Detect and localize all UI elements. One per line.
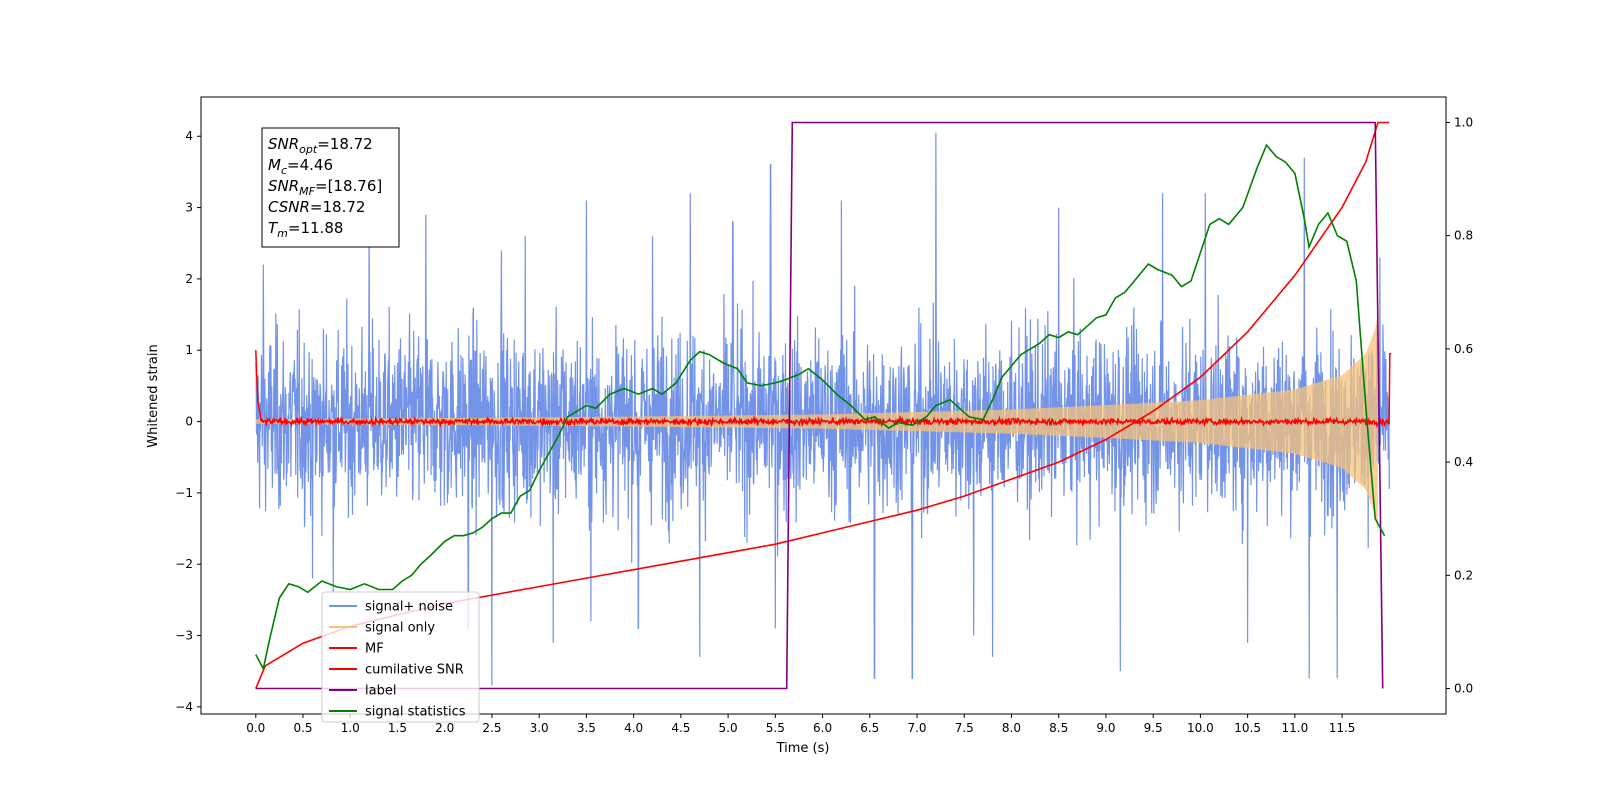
stats-annotation-box: SNRopt=18.72Mc=4.46SNRMF=[18.76]CSNR=18.… <box>261 127 400 248</box>
y-tick-label: −1 <box>175 486 193 500</box>
series-signal-statistics <box>255 143 1386 672</box>
legend-label: cumilative SNR <box>365 663 464 678</box>
x-tick-label: 6.0 <box>813 721 832 735</box>
x-axis: 0.0 0.5 1.0 1.5 2.0 2.5 3.0 3.5 4.0 4.5 5.0 5.5 6.0 6… <box>246 714 1355 735</box>
y-axis-right: 1.0 0.8 0.6 0.4 0.2 0.0 <box>1446 115 1473 696</box>
x-tick-label: 3.0 <box>530 721 549 735</box>
y2-tick-label: 0.0 <box>1454 682 1473 696</box>
series-mf <box>255 350 1392 429</box>
annotation-line: SNRopt=18.72 <box>268 135 373 156</box>
legend: signal+ noise signal only MF cumilative SNR… <box>321 591 480 723</box>
x-tick-label: 9.5 <box>1144 721 1163 735</box>
y-tick-label: 1 <box>185 343 193 357</box>
y2-tick-label: 0.6 <box>1454 342 1473 356</box>
y-tick-label: 2 <box>185 272 193 286</box>
x-tick-label: 1.5 <box>388 721 407 735</box>
x-tick-label: 2.0 <box>435 721 454 735</box>
y-tick-label: −2 <box>175 557 193 571</box>
legend-label: MF <box>365 642 384 657</box>
x-tick-label: 7.5 <box>955 721 974 735</box>
x-tick-label: 9.0 <box>1096 721 1115 735</box>
legend-label: signal only <box>365 621 435 636</box>
annotation-line: Tm=11.88 <box>268 219 343 240</box>
y2-tick-label: 0.4 <box>1454 455 1473 469</box>
x-tick-label: 11.0 <box>1282 721 1309 735</box>
axes-border <box>200 96 1447 715</box>
x-tick-label: 11.5 <box>1329 721 1356 735</box>
x-tick-label: 7.0 <box>907 721 926 735</box>
x-tick-label: 0.5 <box>293 721 312 735</box>
x-tick-label: 4.0 <box>624 721 643 735</box>
x-tick-label: 8.5 <box>1049 721 1068 735</box>
x-tick-label: 2.5 <box>482 721 501 735</box>
y-tick-label: 0 <box>185 415 193 429</box>
x-tick-label: 4.5 <box>671 721 690 735</box>
x-tick-label: 10.5 <box>1234 721 1261 735</box>
legend-frame <box>321 591 480 723</box>
y2-tick-label: 0.8 <box>1454 229 1473 243</box>
x-tick-label: 6.5 <box>860 721 879 735</box>
x-tick-label: 10.0 <box>1187 721 1214 735</box>
y-axis-label: Whitened strain <box>146 344 161 447</box>
y-tick-label: −3 <box>175 629 193 643</box>
x-tick-label: 8.0 <box>1002 721 1021 735</box>
y-axis-left: 4 3 2 1 0 −1 −2 −3 −4 <box>175 129 201 714</box>
y-tick-label: 3 <box>185 201 193 215</box>
x-tick-label: 5.5 <box>766 721 785 735</box>
axes-frame <box>200 96 1447 715</box>
legend-label: signal+ noise <box>365 600 453 615</box>
x-tick-label: 0.0 <box>246 721 265 735</box>
y2-tick-label: 1.0 <box>1454 115 1473 129</box>
y-tick-label: 4 <box>185 129 193 143</box>
annotation-frame <box>261 127 400 248</box>
legend-label: signal statistics <box>365 705 466 720</box>
x-axis-label: Time (s) <box>776 741 830 756</box>
x-tick-label: 3.5 <box>577 721 596 735</box>
legend-label: label <box>365 684 396 699</box>
annotation-line: CSNR=18.72 <box>268 198 365 216</box>
x-tick-label: 1.0 <box>341 721 360 735</box>
y-tick-label: −4 <box>175 700 193 714</box>
series-label <box>255 121 1384 690</box>
annotation-line: Mc=4.46 <box>268 156 333 177</box>
y2-tick-label: 0.2 <box>1454 568 1473 582</box>
annotation-line: SNRMF=[18.76] <box>268 177 382 198</box>
x-tick-label: 5.0 <box>719 721 738 735</box>
